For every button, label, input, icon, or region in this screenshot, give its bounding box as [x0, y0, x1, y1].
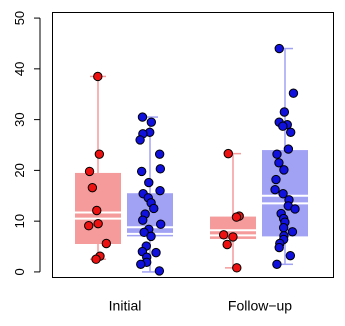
box-layer: [75, 47, 308, 273]
y-tick-label-10: 10: [12, 214, 27, 228]
data-point-s1-c0-6: [155, 164, 166, 174]
data-point-s1-c0-15: [138, 215, 148, 225]
data-point-s1-c0-26: [154, 266, 165, 276]
data-point-s1-c0-5: [154, 149, 165, 159]
x-category-label-0: Initial: [109, 297, 142, 313]
x-category-label-1: Follow−up: [228, 297, 292, 313]
data-point-s1-c0-7: [136, 166, 147, 177]
data-point-s1-c0-8: [144, 177, 154, 188]
data-point-s1-c1-0: [274, 43, 284, 54]
data-point-s0-c0-6: [84, 221, 94, 231]
data-point-s1-c1-27: [272, 259, 282, 270]
x-axis-labels: Initial Follow−up: [109, 297, 293, 313]
y-tick-label-20: 20: [12, 163, 27, 177]
data-point-s1-c0-4: [135, 135, 145, 145]
y-tick-label-0: 0: [12, 268, 27, 275]
data-point-s1-c1-20: [278, 223, 289, 233]
y-axis: 0 10 20 30 40 50: [12, 11, 41, 276]
data-point-s0-c0-9: [91, 254, 101, 264]
data-point-s0-c0-2: [84, 166, 95, 177]
data-point-s1-c1-9: [274, 158, 284, 168]
data-point-s1-c0-18: [139, 227, 149, 238]
data-point-s1-c1-7: [283, 144, 294, 154]
data-point-s1-c1-10: [279, 165, 289, 175]
y-tick-label-30: 30: [12, 112, 27, 126]
data-point-s1-c1-25: [274, 242, 284, 253]
data-point-s1-c0-19: [146, 231, 156, 242]
data-point-s1-c1-5: [278, 121, 288, 131]
data-point-s0-c0-3: [87, 182, 98, 193]
data-point-s0-c0-7: [101, 238, 112, 249]
data-point-s1-c1-16: [290, 204, 300, 214]
data-point-s0-c1-0: [223, 148, 233, 159]
data-point-s0-c1-4: [228, 232, 238, 242]
data-point-s1-c1-6: [285, 127, 296, 138]
data-point-s0-c1-2: [231, 212, 242, 222]
data-point-s0-c1-5: [222, 239, 232, 250]
data-point-s1-c0-16: [155, 219, 166, 229]
data-point-s1-c0-25: [136, 259, 146, 270]
data-point-s1-c1-21: [287, 227, 298, 237]
data-point-s0-c1-6: [232, 263, 242, 273]
data-point-s0-c1-3: [218, 230, 229, 240]
plot-frame: [52, 12, 334, 278]
y-tick-label-50: 50: [12, 11, 27, 25]
data-point-s0-c0-5: [93, 218, 103, 229]
data-point-s1-c1-13: [278, 189, 288, 199]
data-point-s0-c0-1: [94, 149, 105, 159]
data-point-s1-c1-8: [272, 149, 282, 159]
data-point-s1-c1-12: [270, 184, 280, 195]
points-layer: [84, 43, 300, 276]
data-point-s1-c0-0: [137, 112, 148, 122]
data-point-s1-c1-26: [285, 250, 296, 261]
data-point-s1-c0-1: [146, 117, 157, 127]
data-point-s0-c0-0: [93, 71, 103, 82]
data-point-s1-c0-9: [155, 185, 165, 196]
data-point-s1-c0-22: [151, 247, 161, 258]
data-point-s1-c1-1: [288, 88, 299, 98]
data-point-s1-c0-13: [149, 203, 159, 214]
data-point-s1-c1-2: [279, 107, 290, 117]
data-point-s0-c0-4: [92, 205, 102, 216]
data-point-s1-c1-11: [271, 174, 281, 185]
y-tick-label-40: 40: [12, 62, 27, 76]
